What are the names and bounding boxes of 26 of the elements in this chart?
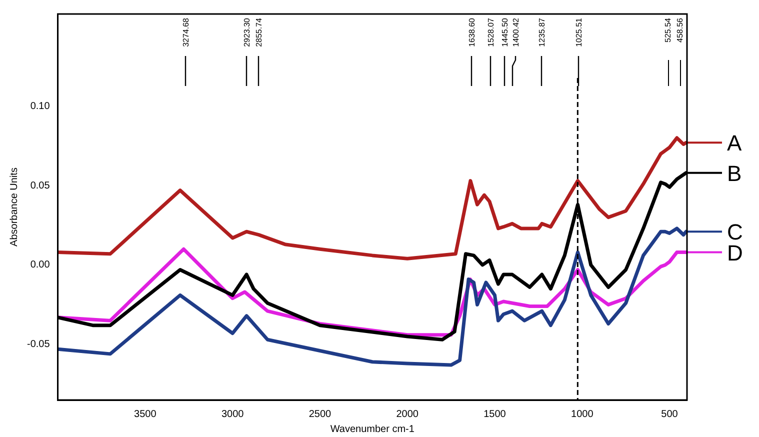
- annotation: 1445.50: [500, 17, 510, 47]
- x-tick-label: 500: [661, 408, 678, 420]
- annotation: 3274.68: [182, 17, 190, 47]
- x-tick-label: 3000: [221, 408, 244, 420]
- annotation: 1528.07: [486, 17, 496, 47]
- x-tick-label: 2000: [396, 408, 419, 420]
- annotation: 2923.30: [242, 17, 252, 47]
- x-axis-title: Wavenumber cm-1: [330, 424, 415, 435]
- x-tick-label: 1000: [571, 408, 594, 420]
- x-tick-label: 2500: [308, 408, 332, 420]
- annotation: 1025.51: [574, 17, 584, 47]
- legend-label: A: [727, 130, 742, 156]
- annotation: 525.54: [664, 17, 672, 42]
- annotation: 1235.87: [538, 17, 546, 47]
- annotation: 1400.42: [512, 17, 520, 47]
- annotation: 1638.60: [468, 17, 476, 47]
- annotation: 2855.74: [254, 17, 264, 47]
- x-tick-label: 3500: [134, 408, 157, 420]
- y-tick-label: 0.05: [30, 180, 50, 192]
- y-tick-label: 0.00: [30, 260, 50, 271]
- y-tick-label: -0.05: [26, 339, 50, 350]
- x-tick-label: 1500: [484, 408, 506, 420]
- y-tick-label: 0.10: [30, 100, 50, 112]
- legend-label: B: [727, 160, 742, 186]
- annotation: 458.56: [676, 17, 684, 42]
- y-axis-title: Absorbance Units: [8, 168, 20, 246]
